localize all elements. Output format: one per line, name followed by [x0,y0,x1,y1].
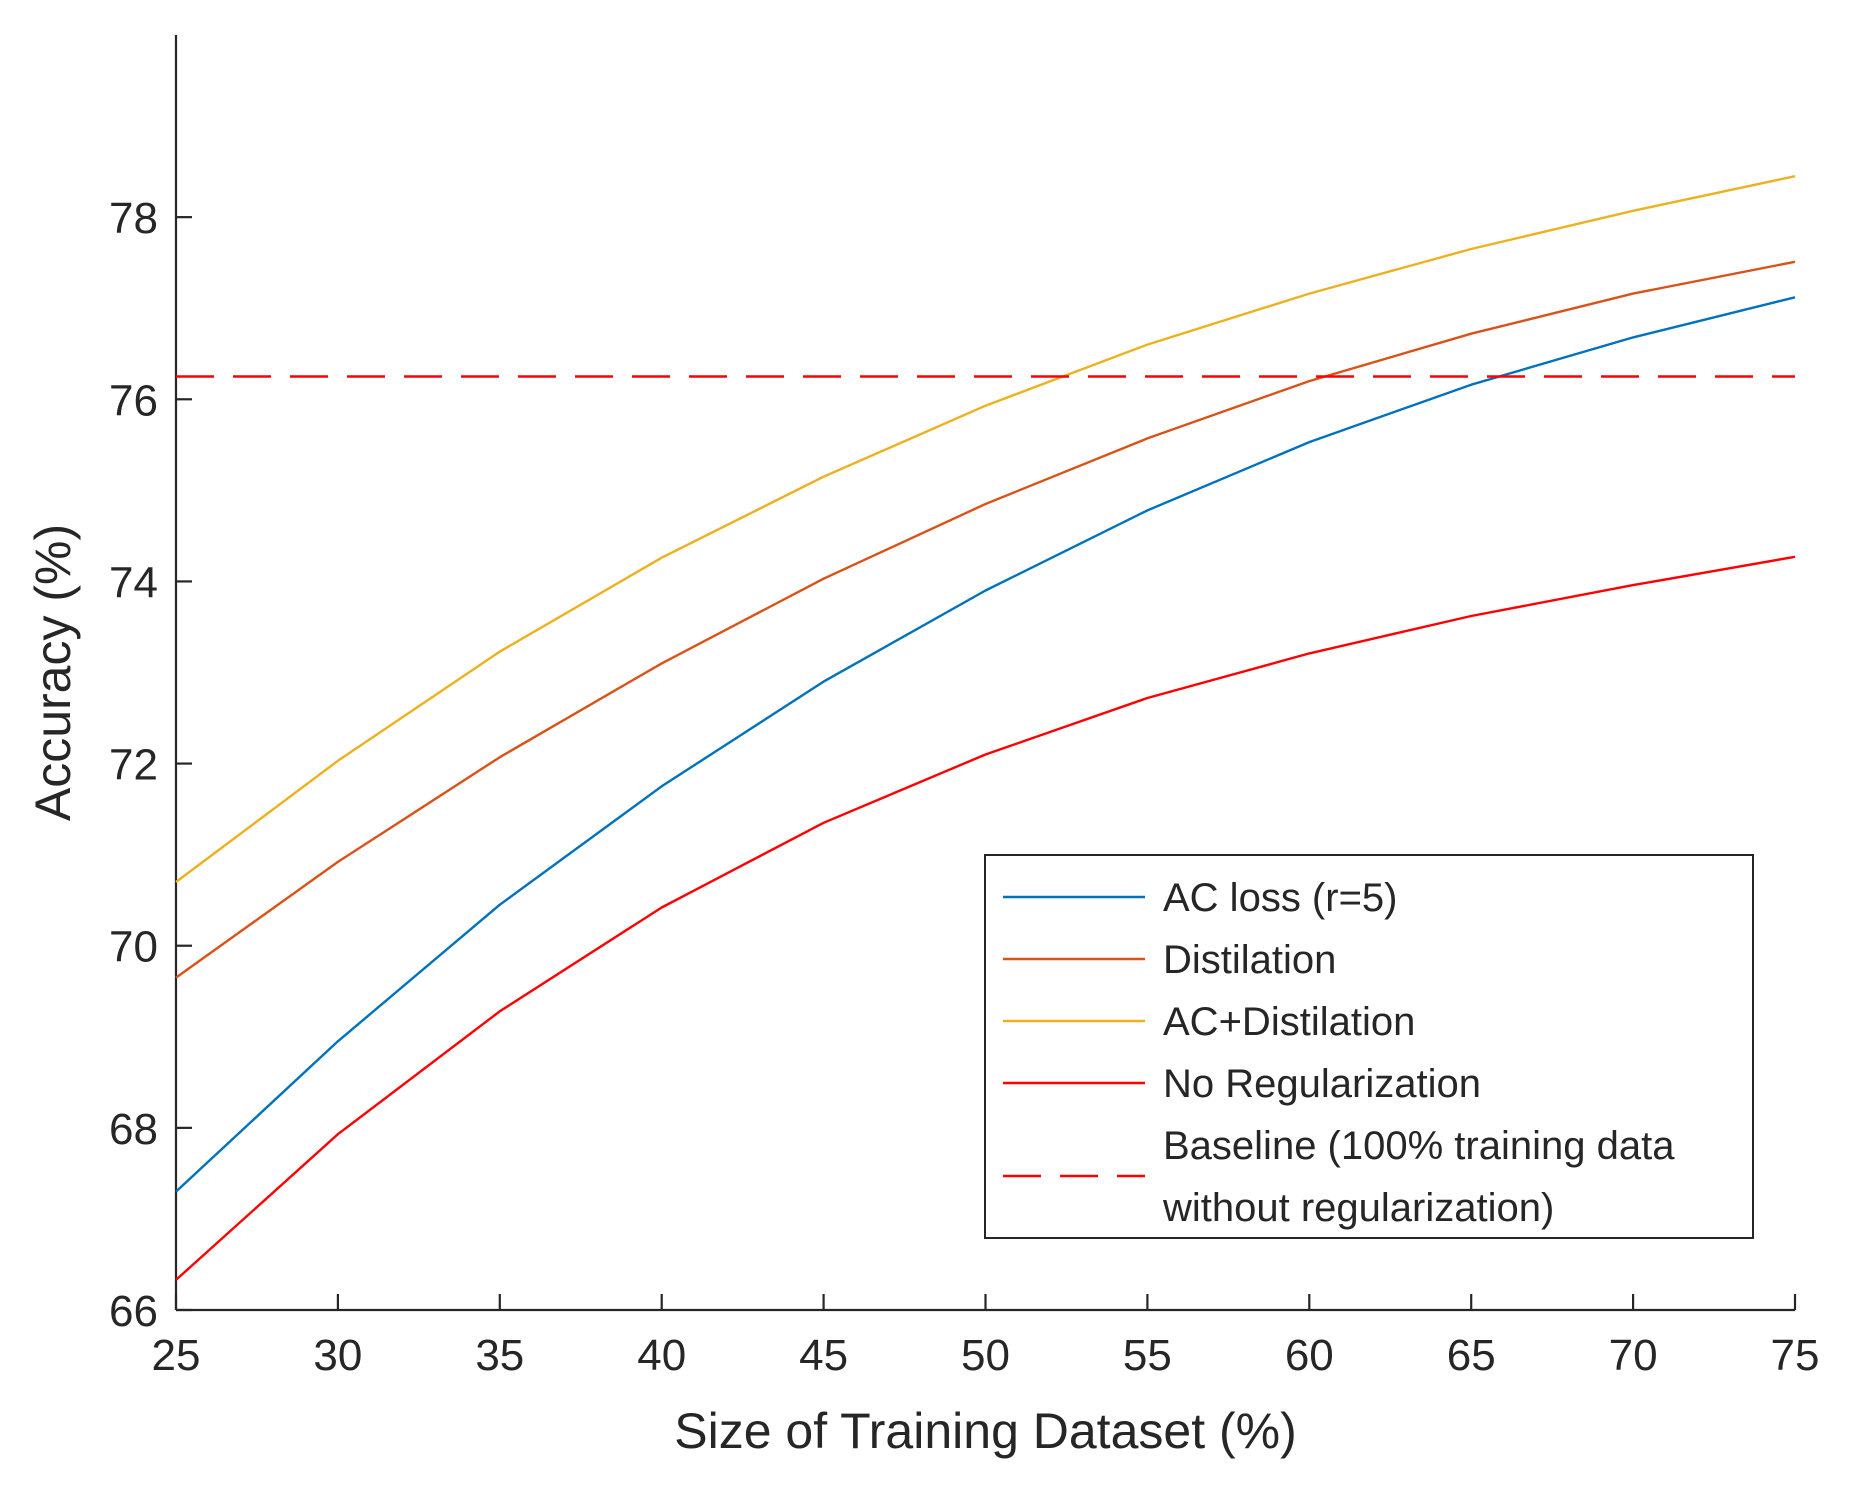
series-line-2 [175,260,1796,979]
x-tick-label: 25 [152,1331,201,1380]
x-tick-label: 30 [313,1331,362,1380]
x-tick-label: 70 [1609,1331,1658,1380]
series-lines [175,175,1796,1281]
legend-label-3: AC+Distilation [1163,1000,1415,1044]
y-tick-label: 78 [109,194,158,243]
x-tick-label: 50 [961,1331,1010,1380]
y-tick-label: 70 [109,923,158,972]
y-axis-title: Accuracy (%) [25,524,81,821]
x-tick-label: 35 [475,1331,524,1380]
axes: 25 30 35 40 45 50 55 60 65 70 75 66 68 70 72 74 76 78 [109,35,1819,1380]
x-tick-label: 55 [1123,1331,1172,1380]
series-line-4 [175,555,1796,1281]
legend-box [984,854,1754,1239]
y-tick-label: 76 [109,376,158,425]
legend-label-2: Distilation [1163,938,1336,982]
x-tick-label: 45 [799,1331,848,1380]
legend-label-4: No Regularization [1163,1062,1481,1106]
legend-label-5: Baseline (100% training data without regu… [1162,1124,1675,1230]
legend: AC loss (r=5) Distilation AC+Distilation No… [984,854,1754,1239]
y-tick-label: 66 [109,1287,158,1336]
x-tick-label: 60 [1285,1331,1334,1380]
x-tick-label: 40 [637,1331,686,1380]
x-tick-label: 65 [1447,1331,1496,1380]
series-line-3 [175,175,1796,883]
legend-label-1: AC loss (r=5) [1163,876,1398,920]
series-line-1 [175,296,1796,1193]
y-tick-label: 74 [109,558,158,607]
y-tick-label: 68 [109,1105,158,1154]
x-axis-title: Size of Training Dataset (%) [674,1403,1297,1459]
x-tick-label: 75 [1771,1331,1820,1380]
y-tick-label: 72 [109,741,158,790]
